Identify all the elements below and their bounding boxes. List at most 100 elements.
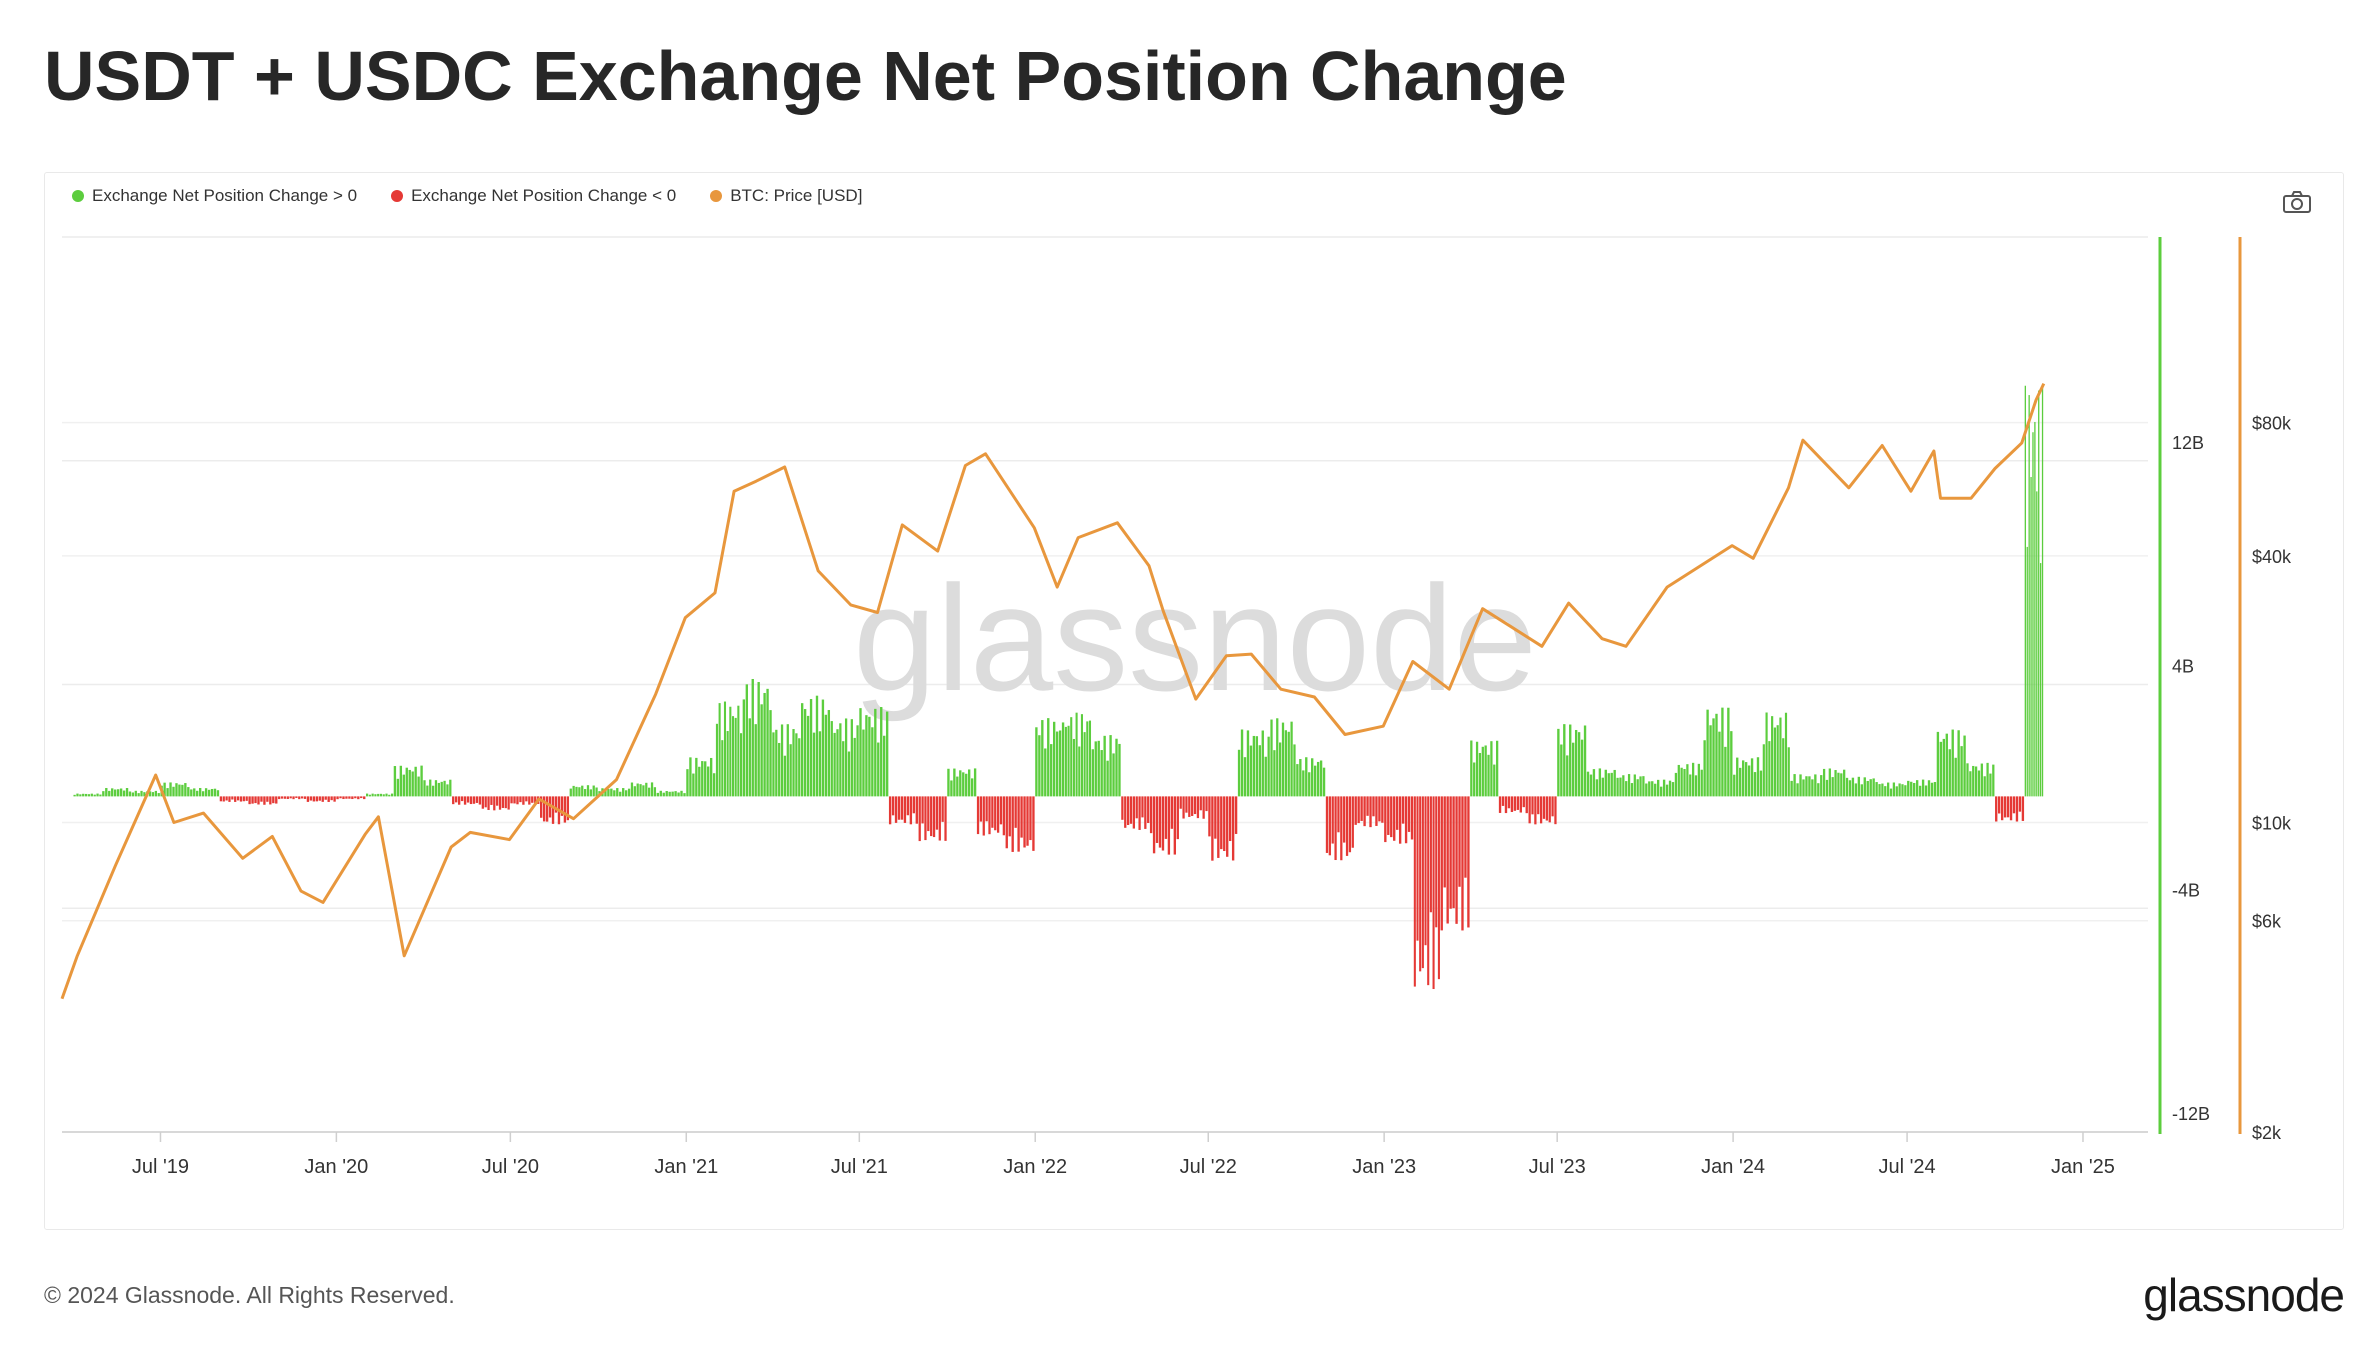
right-axis-tick-label: $2k	[2252, 1123, 2282, 1143]
bar	[1574, 729, 1578, 797]
bar	[1185, 796, 1188, 813]
bar	[446, 784, 449, 797]
legend-item-btc-price[interactable]: BTC: Price [USD]	[710, 186, 862, 206]
bar	[1179, 796, 1182, 809]
bar	[604, 789, 607, 797]
bar	[775, 729, 778, 797]
bar	[624, 790, 628, 797]
bar	[1501, 796, 1505, 806]
bar	[1939, 741, 1943, 797]
bar	[1539, 796, 1543, 824]
bar	[225, 796, 228, 801]
bar	[2039, 563, 2042, 797]
legend-item-positive[interactable]: Exchange Net Position Change > 0	[72, 186, 357, 206]
bar	[388, 794, 391, 797]
bar	[1869, 779, 1872, 797]
bar	[1173, 796, 1176, 855]
bar	[1481, 746, 1484, 797]
bar	[1595, 779, 1599, 797]
bar	[382, 794, 385, 797]
bar	[1363, 796, 1366, 827]
bar	[1375, 796, 1378, 826]
bar	[178, 784, 181, 797]
bar	[1671, 782, 1675, 797]
bar	[1484, 745, 1487, 797]
bar	[1598, 768, 1602, 797]
bar	[466, 796, 470, 803]
bar	[1032, 796, 1035, 851]
bar	[607, 789, 610, 797]
bar	[1410, 796, 1414, 840]
bar	[815, 695, 819, 797]
bar	[390, 793, 394, 797]
bar	[1437, 796, 1440, 980]
bar	[1831, 777, 1834, 797]
bar	[1011, 796, 1014, 852]
bar	[507, 796, 510, 810]
bar	[1135, 796, 1138, 819]
bar	[1343, 796, 1346, 843]
bar	[613, 790, 616, 797]
bar	[1458, 796, 1461, 887]
bar	[1313, 765, 1317, 797]
bar	[941, 796, 944, 822]
bar	[650, 782, 654, 797]
bar	[1270, 719, 1273, 797]
bar	[1534, 796, 1537, 825]
bar	[1837, 772, 1840, 797]
bar	[760, 704, 763, 797]
bar	[269, 796, 272, 805]
bar	[1091, 749, 1094, 797]
bar	[408, 769, 411, 797]
bar	[1490, 741, 1493, 797]
bar	[1478, 752, 1482, 797]
legend-label-negative: Exchange Net Position Change < 0	[411, 186, 677, 205]
bar	[1750, 758, 1754, 797]
bar	[1948, 749, 1951, 797]
camera-icon[interactable]	[2282, 190, 2312, 214]
bar	[222, 796, 225, 802]
bar	[385, 793, 388, 797]
bar	[636, 783, 639, 797]
bar	[740, 733, 743, 797]
bar	[417, 776, 420, 797]
bar	[166, 788, 169, 797]
bar	[342, 796, 345, 800]
bar	[449, 779, 452, 797]
bar	[87, 794, 91, 797]
bar	[1619, 777, 1622, 797]
bar	[1875, 782, 1878, 797]
bar	[1017, 796, 1020, 852]
bar	[1927, 780, 1931, 797]
bar	[809, 699, 813, 797]
bar	[726, 731, 729, 797]
bar	[286, 796, 289, 799]
bar	[360, 796, 363, 799]
bar	[1834, 770, 1837, 797]
legend-item-negative[interactable]: Exchange Net Position Change < 0	[391, 186, 676, 206]
chart-legend: Exchange Net Position Change > 0 Exchang…	[72, 186, 862, 206]
bar	[1504, 796, 1508, 814]
legend-dot-positive	[72, 190, 84, 202]
bar	[1281, 722, 1285, 797]
bar	[1237, 749, 1241, 797]
bar	[1633, 774, 1636, 797]
bar	[680, 790, 683, 797]
bar	[1942, 738, 1946, 797]
bar	[199, 787, 202, 797]
bar	[169, 782, 172, 797]
bar	[1023, 796, 1026, 848]
bar	[1191, 796, 1194, 816]
left-axis-tick-label: -4B	[2172, 880, 2200, 900]
bar	[800, 703, 804, 797]
bar	[1972, 765, 1975, 797]
bar	[1730, 731, 1733, 797]
bar	[1817, 783, 1820, 797]
bar	[1966, 763, 1969, 797]
bar	[1796, 783, 1799, 797]
bar	[1577, 732, 1581, 797]
bar	[339, 796, 342, 799]
bar	[806, 715, 810, 797]
bar	[140, 790, 143, 797]
bar	[190, 789, 193, 797]
